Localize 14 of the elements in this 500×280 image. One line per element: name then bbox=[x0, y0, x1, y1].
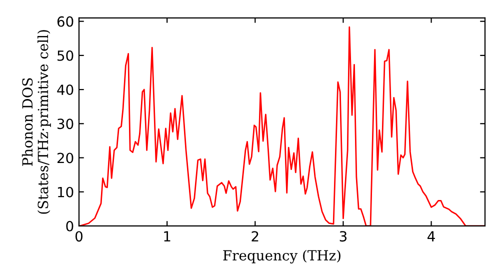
y-axis-title: Phonon DOS (States/THz·primitive cell) bbox=[22, 30, 51, 214]
y-tick-label: 0 bbox=[66, 220, 74, 232]
x-tick-label: 1 bbox=[164, 231, 170, 242]
x-tick-label: 0 bbox=[75, 231, 82, 242]
x-axis-title: Frequency (THz) bbox=[223, 250, 340, 264]
y-tick-label: 50 bbox=[58, 50, 74, 61]
y-tick-label: 30 bbox=[58, 118, 74, 130]
y-tick-label: 20 bbox=[57, 152, 74, 164]
y-tick-label: 10 bbox=[58, 186, 74, 198]
y-tick-label: 60 bbox=[57, 16, 74, 27]
y-tick-label: 40 bbox=[57, 84, 74, 96]
x-tick-label: 2 bbox=[252, 231, 258, 242]
x-tick-label: 3 bbox=[340, 231, 347, 242]
x-tick-label: 4 bbox=[428, 231, 435, 242]
